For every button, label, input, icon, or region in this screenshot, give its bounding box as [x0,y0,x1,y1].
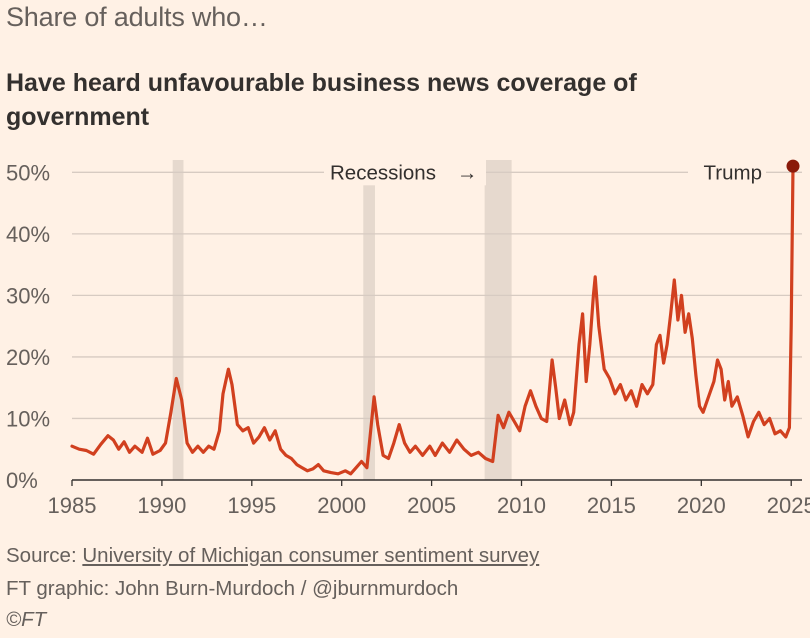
y-tick-label: 40% [6,222,50,247]
trump-label: Trump [704,161,762,184]
line-chart: 0% 10% 20% 30% 40% 50% 1985 1990 1995 2000 2005 20… [6,159,810,518]
annotations: Recessions → Trump [324,159,766,186]
endpoint-marker [786,159,800,173]
y-tick-label: 50% [6,160,50,185]
recession-band-3 [484,160,512,480]
source-line: Source: University of Michigan consumer … [6,544,539,568]
trump-label-background [688,159,766,186]
y-tick-label: 30% [6,283,50,308]
chart-title: Have heard unfavourable business news co… [6,69,637,131]
x-tick-label: 1985 [48,493,97,518]
source-link[interactable]: University of Michigan consumer sentimen… [82,544,540,567]
x-tick-label: 2025 [767,493,810,518]
recession-band-1 [172,160,184,480]
recessions-label-background [324,159,486,186]
credit-line: FT graphic: John Burn-Murdoch / @jburnmu… [6,577,459,600]
series-line-1 [70,164,795,476]
chart-kicker: Share of adults who… [6,2,268,32]
x-tick-label: 2015 [587,493,636,518]
y-tick-label: 10% [6,406,50,431]
x-tick-label: 2000 [317,493,366,518]
recession-bands [172,160,512,480]
x-tick-label: 2020 [677,493,726,518]
y-tick-label: 0% [6,468,38,493]
recessions-label: Recessions [330,161,436,184]
x-tick-label: 2005 [407,493,456,518]
source-prefix: Source: [6,544,83,567]
right-arrow-icon: → [457,161,478,184]
data-series [70,159,800,476]
x-axis-ticks: 1985 1990 1995 2000 2005 2010 2015 2020 2025 [48,480,810,518]
y-axis-tick-labels: 0% 10% 20% 30% 40% 50% [6,160,50,493]
x-tick-label: 1990 [137,493,186,518]
recession-band-2 [363,160,375,480]
y-tick-label: 20% [6,345,50,370]
x-tick-label: 2010 [497,493,546,518]
copyright: ©FT [6,608,47,631]
x-tick-label: 1995 [227,493,276,518]
